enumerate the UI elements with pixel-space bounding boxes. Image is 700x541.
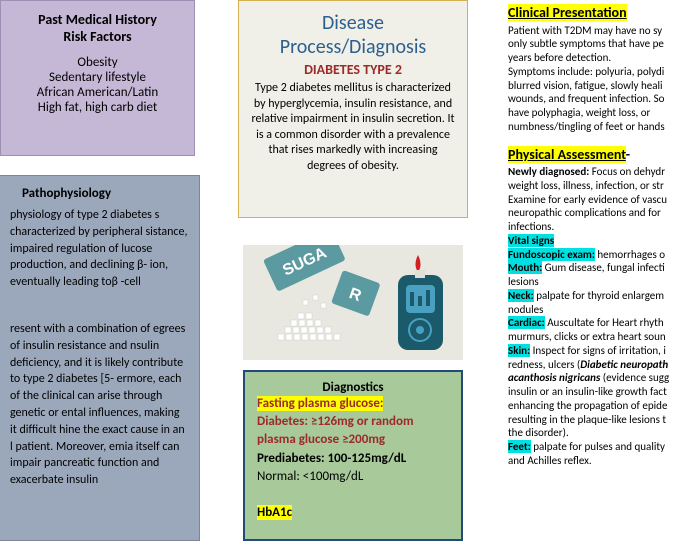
cardiac-label: Cardiac:	[508, 316, 545, 329]
feet-body: palpate for pulses and quality	[531, 440, 665, 453]
disease-body: Type 2 diabetes mellitus is characterize…	[249, 81, 457, 175]
diagnostics-box: Diagnostics Fasting plasma glucose:Diabe…	[243, 370, 463, 541]
patho-title: Pathophysiology	[10, 186, 189, 201]
risk-factors-box: Past Medical History Risk Factors Obesit…	[0, 0, 195, 156]
risk-item: African American/Latin	[11, 85, 184, 100]
pathophysiology-box: Pathophysiology physiology of type 2 dia…	[0, 175, 200, 541]
disease-process-box: Disease Process/Diagnosis DIABETES TYPE …	[238, 0, 468, 218]
skin-label: Skin:	[508, 344, 530, 357]
patho-para2: resent with a combination of egrees of i…	[10, 321, 189, 489]
newly-dx: Newly diagnosed: Focus on dehydrweight l…	[508, 165, 700, 234]
fundoscopic-body: hemorrhages o	[595, 248, 665, 261]
mouth-label: Mouth:	[508, 261, 542, 274]
risk-item: Obesity	[11, 55, 184, 70]
fundoscopic-label: Fundoscopic exam:	[508, 248, 595, 261]
newly-dx-label: Newly diagnosed:	[508, 165, 589, 178]
diag-rows: Fasting plasma glucose:Diabetes: ≥126mg …	[257, 395, 449, 522]
disease-heading-1: Disease	[249, 11, 457, 35]
clinical-panel: Clinical Presentation Patient with T2DM …	[504, 0, 700, 541]
risk-item: Sedentary lifestyle	[11, 70, 184, 85]
neck-label: Neck:	[508, 289, 534, 302]
disease-heading-2: Process/Diagnosis	[249, 35, 457, 59]
assess-title: Physical Assessment	[508, 146, 626, 163]
mouth-body: Gum disease, fungal infecti	[542, 261, 665, 274]
risk-title-1: Past Medical History	[11, 11, 184, 28]
cardiac-body: Auscultate for Heart rhyth	[545, 316, 664, 329]
neck-body: palpate for thyroid enlargem	[534, 289, 664, 302]
sugar-illustration: SUGA R	[243, 245, 463, 360]
acanthosis: acanthosis nigricans	[508, 371, 600, 384]
vital-signs: Vital signs	[508, 234, 554, 247]
disease-subtitle: DIABETES TYPE 2	[249, 61, 457, 78]
clinical-body: Patient with T2DM may have no syonly sub…	[508, 24, 700, 134]
diag-title: Diagnostics	[257, 380, 449, 395]
risk-item: High fat, high carb diet	[11, 100, 184, 115]
clinical-title: Clinical Presentation	[508, 4, 627, 21]
patho-para1: physiology of type 2 diabetes s characte…	[10, 207, 189, 291]
skin-body: Inspect for signs of irritation, i	[530, 344, 666, 357]
feet-label: Feet:	[508, 440, 531, 453]
risk-title-2: Risk Factors	[11, 28, 184, 45]
diabetic-neuro: Diabetic neuropath	[580, 358, 668, 371]
